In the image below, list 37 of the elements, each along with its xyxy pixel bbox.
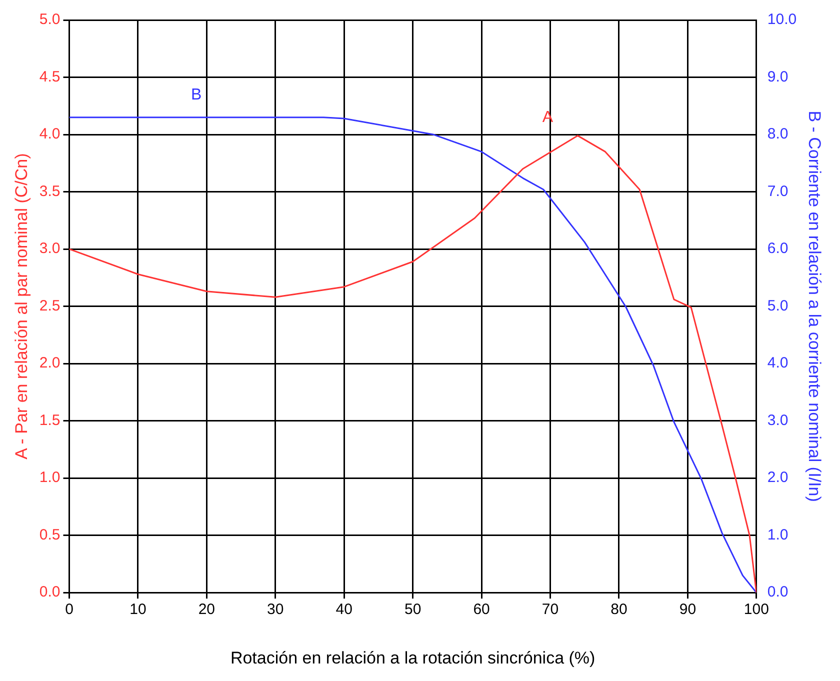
y2-tick-label: 9.0 (767, 68, 788, 86)
y-tick-label: 4.0 (39, 126, 60, 143)
y2-tick-label: 7.0 (767, 182, 788, 200)
y2-tick-label: 1.0 (767, 526, 788, 544)
y-tick-label: 4.5 (39, 68, 60, 86)
x-tick-label: 80 (610, 601, 628, 618)
y2-tick-label: 8.0 (767, 126, 788, 143)
y2-axis-title: B - Corriente en relación a la corriente nominal (I/In) (805, 110, 824, 502)
x-tick-label: 0 (65, 601, 74, 618)
x-tick-label: 60 (473, 601, 490, 618)
x-tick-label: 10 (130, 601, 146, 618)
x-tick-label: 30 (267, 601, 284, 618)
y-tick-label: 2.0 (39, 354, 60, 372)
y-tick-label: 3.0 (39, 240, 60, 258)
y2-tick-label: 10.0 (767, 11, 797, 28)
y-tick-label: 1.0 (39, 469, 60, 486)
y-tick-label: 0.5 (39, 526, 60, 544)
y2-tick-label: 4.0 (767, 354, 788, 372)
y2-tick-label: 0.0 (767, 584, 788, 601)
y2-tick-label: 5.0 (767, 297, 788, 314)
x-tick-label: 40 (336, 601, 352, 618)
y-tick-label: 3.5 (39, 182, 60, 200)
y2-tick-label: 6.0 (767, 240, 788, 258)
x-tick-label: 50 (404, 601, 422, 618)
y-tick-label: 1.5 (39, 412, 60, 429)
annotation: B (191, 86, 202, 104)
x-tick-label: 20 (198, 601, 216, 618)
y-axis-title: A - Par en relación al par nominal (C/Cn) (12, 153, 31, 460)
x-tick-label: 90 (679, 601, 696, 618)
y2-tick-label: 3.0 (767, 412, 788, 429)
x-tick-label: 100 (744, 601, 769, 618)
y-tick-label: 0.0 (39, 584, 60, 601)
y-tick-label: 5.0 (39, 11, 60, 28)
x-tick-label: 70 (542, 601, 559, 618)
y2-tick-label: 2.0 (767, 469, 788, 486)
y-tick-label: 2.5 (39, 297, 60, 314)
x-axis-title: Rotación en relación a la rotación sincrónica (%) (230, 648, 596, 668)
